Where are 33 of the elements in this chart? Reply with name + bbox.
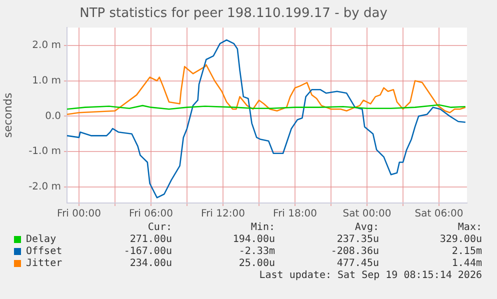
y-tick-label: -2.0 m (28, 182, 61, 193)
text: Last update: Sat Sep 19 08:15:14 2026 (259, 270, 482, 282)
legend-label: Delay (26, 234, 56, 246)
text: 234.00u (130, 258, 172, 270)
text: 2.15m (452, 246, 482, 258)
text: -208.36u (330, 246, 379, 258)
text: 194.00u (232, 234, 275, 246)
text: -2.33m (238, 246, 275, 258)
y-tick-label: -1.0 m (28, 146, 61, 158)
text: Min: (250, 222, 275, 234)
x-tick-label: Fri 12:00 (201, 208, 245, 220)
legend-label: Offset (26, 246, 62, 258)
text: 271.00u (130, 234, 172, 246)
y-tick-label: 1.0 m (32, 75, 61, 86)
y-tick-label: 2.0 m (32, 40, 61, 51)
y-axis-title: seconds (1, 92, 14, 138)
x-tick-label: Fri 00:00 (57, 208, 101, 220)
text: Max: (458, 222, 482, 234)
x-tick-label: Sat 00:00 (342, 208, 392, 220)
y-tick-label: 0.0 (45, 110, 61, 122)
x-tick-label: Fri 06:00 (129, 208, 173, 220)
text: 25.00u (238, 258, 275, 270)
legend-label: Jitter (26, 258, 62, 270)
text: 1.44m (452, 258, 482, 270)
x-tick-label: Fri 18:00 (273, 208, 317, 220)
text: 477.45u (336, 258, 379, 270)
x-tick-label: Sat 06:00 (414, 208, 464, 220)
text: Avg: (354, 222, 379, 234)
text: Cur: (148, 222, 172, 234)
text: 237.35u (336, 234, 379, 246)
text: 329.00u (440, 234, 482, 246)
text: -167.00u (124, 246, 172, 258)
chart-title: NTP statistics for peer 198.110.199.17 - by day (80, 6, 388, 22)
